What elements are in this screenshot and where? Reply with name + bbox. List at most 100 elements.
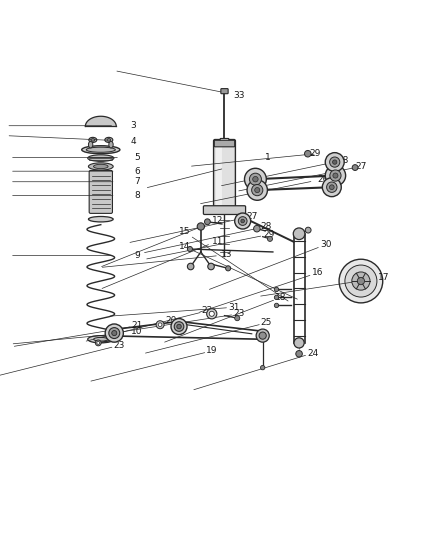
Circle shape xyxy=(327,182,337,192)
Circle shape xyxy=(238,216,247,225)
Ellipse shape xyxy=(105,138,113,142)
Circle shape xyxy=(274,287,279,292)
Text: 5: 5 xyxy=(134,153,140,162)
Text: 29: 29 xyxy=(263,230,275,239)
Circle shape xyxy=(207,309,217,319)
Circle shape xyxy=(322,177,341,197)
Text: 12: 12 xyxy=(212,216,223,225)
Text: 1: 1 xyxy=(265,153,271,162)
Text: 20: 20 xyxy=(165,316,177,325)
Text: 21: 21 xyxy=(131,321,143,330)
Circle shape xyxy=(205,219,210,225)
Text: 33: 33 xyxy=(233,91,245,100)
Ellipse shape xyxy=(94,337,108,341)
Text: 3: 3 xyxy=(131,121,136,130)
Text: 27: 27 xyxy=(355,162,367,171)
Text: 15: 15 xyxy=(179,228,190,237)
Circle shape xyxy=(209,311,214,317)
Circle shape xyxy=(304,150,311,157)
Circle shape xyxy=(330,157,340,167)
Circle shape xyxy=(235,316,240,321)
Ellipse shape xyxy=(91,139,95,141)
Circle shape xyxy=(352,272,370,290)
Circle shape xyxy=(156,321,164,329)
Circle shape xyxy=(105,324,124,342)
Text: 4: 4 xyxy=(131,137,136,146)
Circle shape xyxy=(235,213,251,229)
Circle shape xyxy=(294,338,304,348)
Circle shape xyxy=(305,227,311,233)
Text: 19: 19 xyxy=(206,346,218,356)
Circle shape xyxy=(252,184,263,196)
Ellipse shape xyxy=(88,155,114,161)
Circle shape xyxy=(332,160,337,164)
FancyBboxPatch shape xyxy=(216,144,222,205)
Circle shape xyxy=(254,188,260,192)
Text: 8: 8 xyxy=(134,191,140,200)
Circle shape xyxy=(259,332,266,339)
FancyBboxPatch shape xyxy=(203,206,246,214)
Text: 23: 23 xyxy=(113,341,125,350)
Circle shape xyxy=(268,236,272,241)
Circle shape xyxy=(330,170,341,181)
Ellipse shape xyxy=(94,164,108,168)
FancyBboxPatch shape xyxy=(89,171,113,213)
Circle shape xyxy=(253,176,258,182)
Circle shape xyxy=(174,322,184,332)
Circle shape xyxy=(158,323,162,327)
Circle shape xyxy=(95,340,101,346)
Circle shape xyxy=(261,366,265,370)
Text: 31: 31 xyxy=(229,303,240,312)
Text: 26: 26 xyxy=(317,175,328,184)
Circle shape xyxy=(325,165,346,185)
Ellipse shape xyxy=(88,216,113,222)
Text: 24: 24 xyxy=(307,349,318,358)
FancyBboxPatch shape xyxy=(214,140,235,210)
Text: 25: 25 xyxy=(261,318,272,327)
Text: 27: 27 xyxy=(246,212,258,221)
Text: 14: 14 xyxy=(179,242,190,251)
Text: 16: 16 xyxy=(312,268,324,277)
Circle shape xyxy=(171,319,187,335)
Circle shape xyxy=(256,329,269,342)
Text: 30: 30 xyxy=(320,240,332,249)
Text: 28: 28 xyxy=(338,156,349,165)
Ellipse shape xyxy=(109,141,113,148)
Circle shape xyxy=(333,173,338,178)
Text: 13: 13 xyxy=(221,251,232,260)
FancyBboxPatch shape xyxy=(214,140,235,147)
Text: 17: 17 xyxy=(378,273,389,282)
Circle shape xyxy=(293,228,305,239)
Circle shape xyxy=(274,295,279,300)
Circle shape xyxy=(112,330,117,336)
Circle shape xyxy=(357,277,364,285)
Circle shape xyxy=(329,185,334,190)
Circle shape xyxy=(109,328,120,338)
Circle shape xyxy=(325,152,344,172)
Circle shape xyxy=(352,165,358,171)
Text: 7: 7 xyxy=(134,177,140,186)
FancyBboxPatch shape xyxy=(221,88,228,94)
Text: 23: 23 xyxy=(233,309,245,318)
Ellipse shape xyxy=(89,138,97,142)
Text: 28: 28 xyxy=(261,222,272,231)
Text: 10: 10 xyxy=(131,327,143,336)
Circle shape xyxy=(247,180,268,200)
Circle shape xyxy=(241,219,244,223)
Circle shape xyxy=(226,266,231,271)
Circle shape xyxy=(274,303,279,308)
Ellipse shape xyxy=(88,141,93,148)
Text: 29: 29 xyxy=(310,149,321,158)
Circle shape xyxy=(177,324,181,329)
Circle shape xyxy=(97,342,100,344)
Circle shape xyxy=(187,263,194,270)
Ellipse shape xyxy=(82,146,120,154)
Ellipse shape xyxy=(88,163,113,170)
Circle shape xyxy=(244,168,266,190)
Text: 18: 18 xyxy=(275,293,286,302)
Text: 6: 6 xyxy=(134,167,140,176)
Text: 9: 9 xyxy=(134,251,140,260)
Text: 22: 22 xyxy=(201,306,213,316)
Polygon shape xyxy=(85,116,116,126)
Circle shape xyxy=(339,259,383,303)
